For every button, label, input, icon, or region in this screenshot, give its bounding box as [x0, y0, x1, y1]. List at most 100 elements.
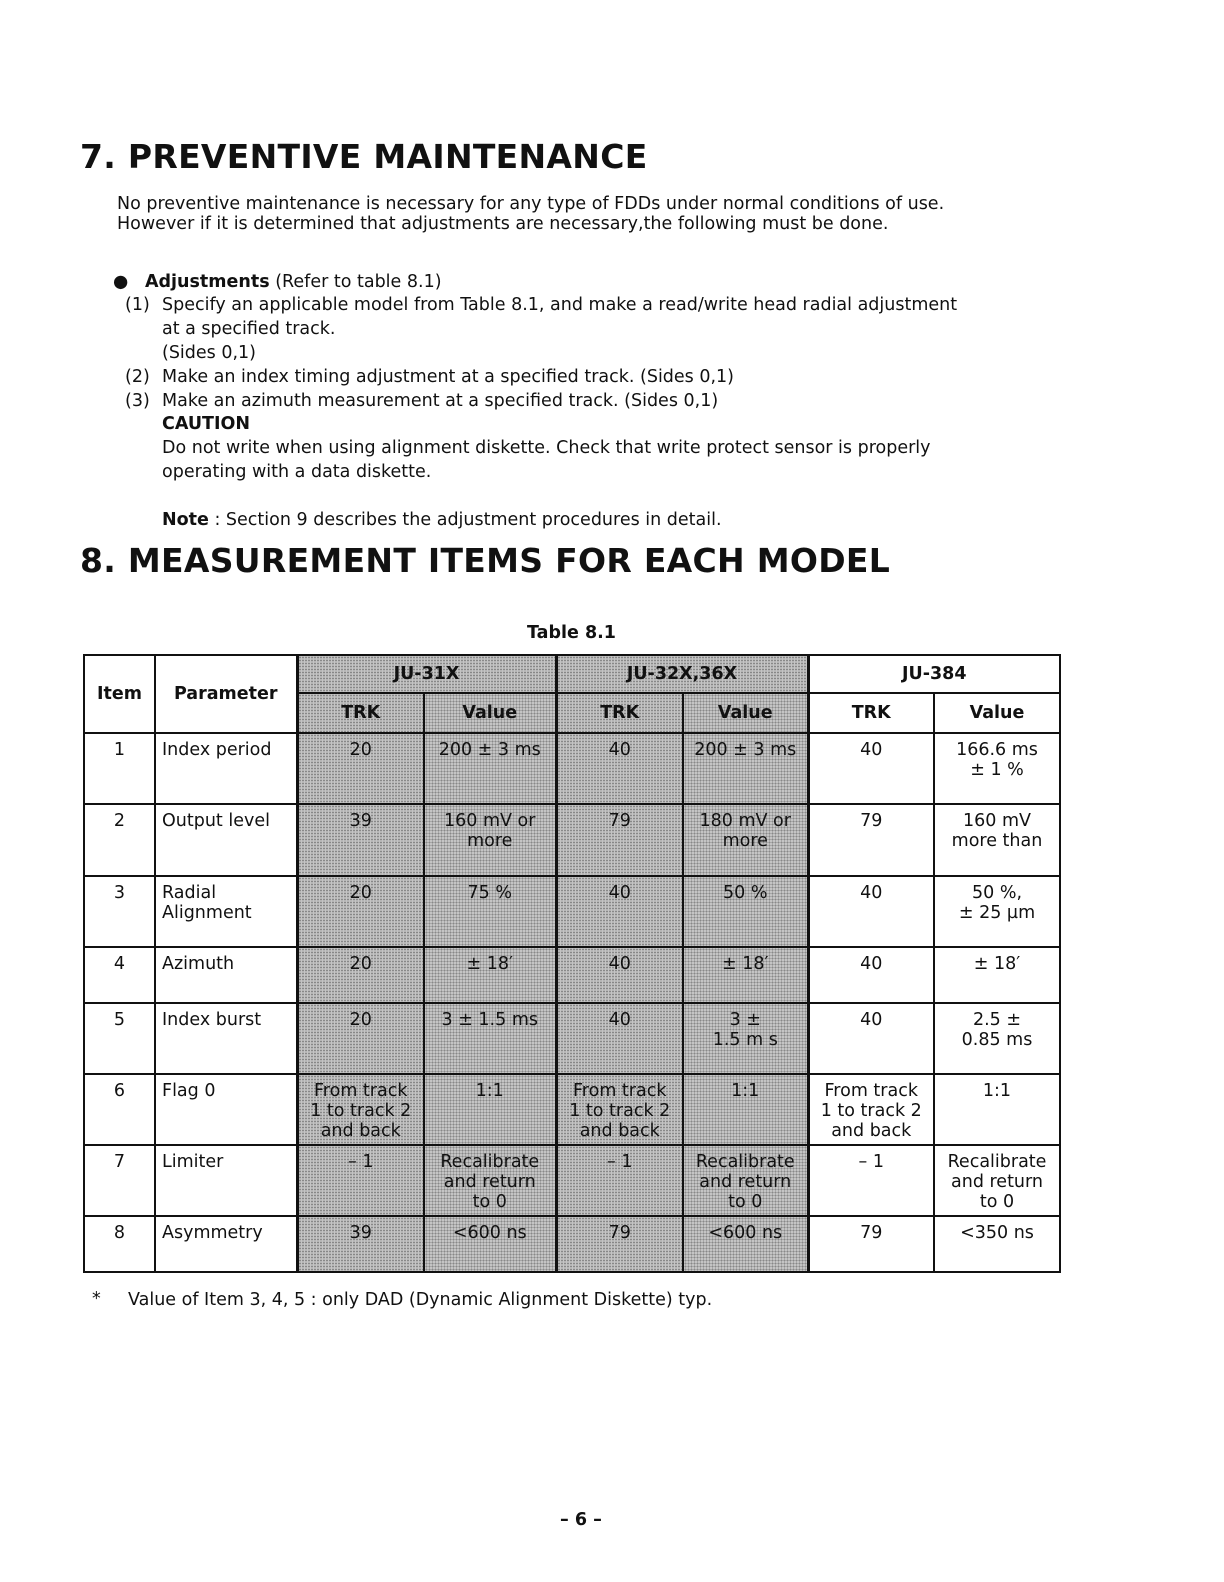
cell-value: ± 18′: [933, 946, 1061, 1004]
caution-line: Do not write when using alignment disket…: [162, 438, 931, 458]
bullet-label: Adjustments: [144, 272, 270, 292]
cell-value: 160 mV more than: [933, 803, 1061, 877]
cell-item: 3: [83, 875, 156, 948]
cell-value: 50 %: [682, 875, 809, 948]
table-row: 8 Asymmetry 39 <600 ns 79 <600 ns 79 <350 ns: [83, 1215, 1061, 1273]
header-value: Value: [933, 692, 1061, 734]
cell-trk: 40: [806, 875, 935, 948]
cell-value: Recalibrate and return to 0: [933, 1144, 1061, 1217]
step-2-num: (2): [125, 367, 150, 387]
cell-trk: From track 1 to track 2 and back: [554, 1073, 684, 1146]
cell-trk: 20: [295, 1002, 425, 1075]
caution-label: CAUTION: [162, 414, 251, 434]
cell-trk: 39: [295, 803, 425, 877]
cell-value: 1:1: [682, 1073, 809, 1146]
cell-trk: 20: [295, 732, 425, 805]
note: Note : Section 9 describes the adjustmen…: [162, 508, 722, 532]
step-3-num: (3): [125, 391, 150, 411]
cell-value: 3 ± 1.5 ms: [423, 1002, 557, 1075]
cell-value: <600 ns: [423, 1215, 557, 1273]
cell-item: 2: [83, 803, 156, 877]
step-1-line: Specify an applicable model from Table 8…: [162, 295, 958, 315]
header-model: JU-32X,36X: [554, 654, 809, 694]
cell-value: 50 %, ± 25 µm: [933, 875, 1061, 948]
cell-value: ± 18′: [682, 946, 809, 1004]
header-value: Value: [682, 692, 809, 734]
footnote: Value of Item 3, 4, 5 : only DAD (Dynami…: [128, 1290, 713, 1310]
table-row: 7 Limiter – 1 Recalibrate and return to 0– …: [83, 1144, 1061, 1217]
cell-parameter: Index period: [154, 732, 298, 805]
step-1-line: at a specified track.: [162, 319, 336, 339]
section-8-title: 8. MEASUREMENT ITEMS FOR EACH MODEL: [80, 541, 891, 580]
page-number: – 6 –: [560, 1510, 602, 1530]
table-row: 2 Output level 39 160 mV or more 79 180 mV or…: [83, 803, 1061, 877]
cell-item: 4: [83, 946, 156, 1004]
header-item: Item: [83, 654, 156, 734]
cell-value: 1:1: [933, 1073, 1061, 1146]
measurement-table: Item Parameter JU-31X JU-32X,36X JU-384 …: [83, 654, 1061, 1273]
step-1-num: (1): [125, 295, 150, 315]
cell-trk: 40: [806, 1002, 935, 1075]
cell-trk: 79: [806, 1215, 935, 1273]
cell-value: Recalibrate and return to 0: [682, 1144, 809, 1217]
cell-trk: 40: [554, 946, 684, 1004]
cell-trk: 79: [554, 803, 684, 877]
step-1-line: (Sides 0,1): [162, 343, 257, 363]
cell-value: 166.6 ms ± 1 %: [933, 732, 1061, 805]
adjustments-bullet: ● Adjustments (Refer to table 8.1): [113, 270, 442, 294]
cell-parameter: Azimuth: [154, 946, 298, 1004]
cell-trk: 79: [554, 1215, 684, 1273]
cell-item: 8: [83, 1215, 156, 1273]
cell-trk: 20: [295, 875, 425, 948]
cell-trk: 40: [806, 946, 935, 1004]
cell-value: <350 ns: [933, 1215, 1061, 1273]
cell-value: 200 ± 3 ms: [682, 732, 809, 805]
cell-value: 1:1: [423, 1073, 557, 1146]
cell-parameter: Asymmetry: [154, 1215, 298, 1273]
cell-value: 3 ± 1.5 m s: [682, 1002, 809, 1075]
cell-trk: – 1: [295, 1144, 425, 1217]
cell-trk: 40: [806, 732, 935, 805]
cell-parameter: Output level: [154, 803, 298, 877]
bullet-ref: (Refer to table 8.1): [269, 272, 442, 292]
header-trk: TRK: [295, 692, 425, 734]
cell-trk: From track 1 to track 2 and back: [295, 1073, 425, 1146]
cell-item: 5: [83, 1002, 156, 1075]
table-caption: Table 8.1: [527, 623, 616, 643]
table-row: 1 Index period 20 200 ± 3 ms 40 200 ± 3 ms 40 1…: [83, 732, 1061, 805]
cell-value: 180 mV or more: [682, 803, 809, 877]
footnote-mark: *: [92, 1289, 101, 1309]
cell-value: 200 ± 3 ms: [423, 732, 557, 805]
cell-item: 7: [83, 1144, 156, 1217]
table-row: 4 Azimuth 20 ± 18′ 40 ± 18′ 40 ± 18′: [83, 946, 1061, 1004]
cell-trk: 39: [295, 1215, 425, 1273]
cell-value: 160 mV or more: [423, 803, 557, 877]
cell-trk: 40: [554, 1002, 684, 1075]
table-row: 5 Index burst 20 3 ± 1.5 ms 40 3 ± 1.5 m s 40 2…: [83, 1002, 1061, 1075]
header-model: JU-31X: [295, 654, 557, 694]
header-model: JU-384: [806, 654, 1061, 694]
cell-trk: – 1: [554, 1144, 684, 1217]
table-row: 6 Flag 0 From track 1 to track 2 and back 1…: [83, 1073, 1061, 1146]
step-2-line: Make an index timing adjustment at a spe…: [162, 367, 735, 387]
cell-parameter: Limiter: [154, 1144, 298, 1217]
cell-trk: 40: [554, 732, 684, 805]
cell-trk: From track 1 to track 2 and back: [806, 1073, 935, 1146]
cell-value: ± 18′: [423, 946, 557, 1004]
header-parameter: Parameter: [154, 654, 298, 734]
header-trk: TRK: [806, 692, 935, 734]
cell-parameter: Index burst: [154, 1002, 298, 1075]
cell-trk: 20: [295, 946, 425, 1004]
step-3-line: Make an azimuth measurement at a specifi…: [162, 391, 719, 411]
caution-line: operating with a data diskette.: [162, 462, 432, 482]
cell-value: 2.5 ± 0.85 ms: [933, 1002, 1061, 1075]
cell-value: 75 %: [423, 875, 557, 948]
note-label: Note: [162, 510, 209, 530]
cell-trk: 40: [554, 875, 684, 948]
cell-value: <600 ns: [682, 1215, 809, 1273]
cell-item: 6: [83, 1073, 156, 1146]
cell-value: Recalibrate and return to 0: [423, 1144, 557, 1217]
note-text: : Section 9 describes the adjustment pro…: [208, 510, 722, 530]
cell-trk: – 1: [806, 1144, 935, 1217]
